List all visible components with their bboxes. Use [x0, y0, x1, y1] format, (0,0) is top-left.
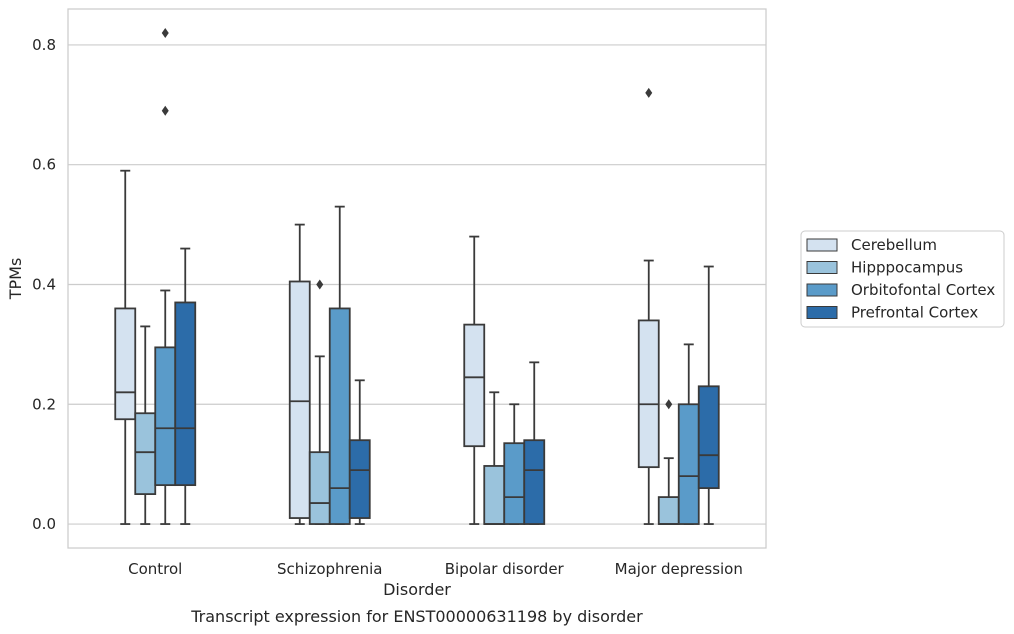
box — [697, 265, 720, 525]
box-body — [657, 496, 680, 525]
box-body — [308, 451, 331, 525]
box — [503, 403, 526, 525]
box-body — [523, 439, 546, 525]
box — [174, 247, 197, 525]
box — [328, 205, 351, 525]
box-group — [463, 235, 546, 525]
box-body — [483, 465, 506, 525]
x-tick-label: Control — [128, 560, 182, 578]
box — [483, 391, 506, 525]
chart-caption: Transcript expression for ENST0000063119… — [190, 607, 643, 626]
box-body — [114, 307, 137, 421]
outlier-point — [645, 87, 653, 98]
box — [637, 87, 660, 525]
legend: Cerebellum Hipppocampus Orbitofontal Corte… — [800, 230, 1005, 328]
box-groups — [114, 27, 720, 525]
box-body — [503, 442, 526, 525]
box-group — [637, 87, 720, 525]
box-body — [677, 403, 700, 525]
legend-swatch — [806, 261, 838, 274]
legend-item: Prefrontal Cortex — [806, 304, 978, 322]
y-tick-label: 0.4 — [32, 275, 56, 293]
y-tick-label: 0.6 — [32, 156, 56, 174]
outlier-point — [665, 399, 673, 410]
box-body — [348, 439, 371, 519]
y-axis-label: TPMs — [6, 258, 25, 301]
legend-box — [800, 230, 1005, 328]
legend-label: Cerebellum — [851, 236, 937, 254]
legend-swatch — [806, 283, 838, 297]
legend-label: Orbitofontal Cortex — [851, 281, 995, 299]
legend-swatch — [806, 238, 838, 252]
box — [657, 399, 680, 525]
outlier-point — [161, 27, 169, 38]
y-tick-label: 0.8 — [32, 36, 56, 54]
box — [134, 325, 157, 525]
legend-item: Orbitofontal Cortex — [806, 281, 995, 299]
x-axis-label: Disorder — [383, 580, 451, 599]
outlier-point — [161, 105, 169, 116]
box — [308, 279, 331, 525]
legend-item: Hipppocampus — [806, 259, 963, 277]
box-body — [154, 346, 177, 487]
box-group — [288, 205, 371, 525]
y-tick-label: 0.2 — [32, 395, 56, 413]
box-body — [637, 319, 660, 469]
legend-swatch — [806, 306, 838, 319]
box — [114, 169, 137, 525]
y-axis-ticks: 0.0 0.2 0.4 0.6 0.8 — [32, 36, 56, 533]
box — [523, 361, 546, 525]
y-tick-label: 0.0 — [32, 515, 56, 533]
box — [463, 235, 486, 525]
box — [677, 343, 700, 525]
box-body — [463, 323, 486, 448]
box-body — [174, 301, 197, 487]
box — [348, 379, 371, 525]
box-body — [697, 385, 720, 490]
x-tick-label: Schizophrenia — [277, 560, 382, 578]
x-axis-ticks: Control Schizophrenia Bipolar disorder Majo… — [128, 560, 743, 578]
legend-label: Prefrontal Cortex — [851, 304, 978, 322]
box-body — [134, 412, 157, 495]
plot-frame — [67, 8, 767, 549]
legend-label: Hipppocampus — [851, 259, 963, 277]
box-body — [328, 307, 351, 525]
x-tick-label: Bipolar disorder — [445, 560, 565, 578]
legend-item: Cerebellum — [806, 236, 937, 254]
box-body — [288, 280, 311, 519]
box — [154, 27, 177, 525]
outlier-point — [316, 279, 324, 290]
box-group — [114, 27, 197, 525]
x-tick-label: Major depression — [615, 560, 743, 578]
box — [288, 223, 311, 525]
